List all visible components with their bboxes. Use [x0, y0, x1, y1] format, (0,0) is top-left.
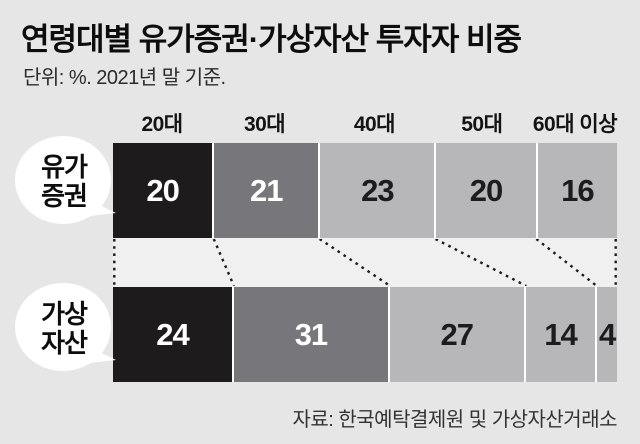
connector-band: [113, 238, 617, 287]
connector-line: [318, 239, 391, 286]
virtual-asset-label-line1: 가상: [41, 298, 88, 329]
bar-value-label: 31: [294, 316, 328, 352]
age-label-1: 20대: [141, 113, 183, 136]
connector-line: [212, 239, 236, 286]
connector-line: [435, 239, 527, 286]
bar-value-label: 4: [598, 316, 616, 352]
bar-value-label: 14: [544, 316, 577, 352]
bar-segment-가상자산-40대: 27: [389, 287, 524, 382]
age-label-2: 30대: [243, 113, 286, 136]
page-title: 연령대별 유가증권·가상자산 투자자 비중: [21, 22, 522, 57]
securities-bar-row: 20 21 23 20 16: [113, 143, 617, 238]
dashed-connectors: [113, 239, 617, 286]
bar-segment-가상자산-60대 이상: 4: [597, 287, 618, 382]
bar-segment-유가증권-30대: 21: [214, 143, 319, 238]
securities-speech-bubble: [15, 136, 116, 224]
bar-value-label: 27: [440, 316, 474, 352]
bar-value-label: 20: [146, 172, 179, 208]
bar-value-label: 23: [361, 172, 394, 208]
age-label-4: 50대: [461, 113, 503, 136]
securities-label-line1: 유가: [41, 151, 88, 182]
bar-value-label: 21: [250, 172, 283, 208]
bar-segment-유가증권-50대: 20: [436, 143, 536, 238]
virtual-asset-row-label: 가상 자산: [15, 285, 113, 373]
age-label-3: 40대: [353, 113, 396, 136]
age-label-5: 60대 이상: [532, 113, 618, 136]
age-group-header-row: 20대 30대 40대 50대 60대 이상: [113, 108, 617, 138]
connector-line: [535, 239, 598, 286]
securities-row-label: 유가 증권: [15, 138, 113, 226]
virtual-asset-bar-row: 24 31 27 14 4: [113, 287, 618, 382]
securities-label-line2: 증권: [41, 181, 88, 211]
bar-segment-유가증권-60대 이상: 16: [537, 143, 617, 238]
bar-segment-가상자산-50대: 14: [525, 287, 596, 382]
bar-value-label: 24: [156, 316, 189, 352]
bar-segment-가상자산-30대: 31: [234, 287, 388, 382]
bar-value-label: 16: [561, 172, 594, 208]
unit-note: 단위: %. 2021년 말 기준.: [23, 67, 226, 89]
virtual-asset-speech-bubble: [15, 283, 116, 371]
bar-segment-유가증권-20대: 20: [113, 143, 213, 238]
bar-segment-유가증권-40대: 23: [320, 143, 435, 238]
bar-segment-가상자산-20대: 24: [113, 287, 233, 382]
virtual-asset-label-line2: 자산: [41, 328, 88, 358]
bar-value-label: 20: [469, 172, 503, 208]
data-source-note: 자료: 한국예탁결제원 및 가상자산거래소: [292, 409, 617, 431]
